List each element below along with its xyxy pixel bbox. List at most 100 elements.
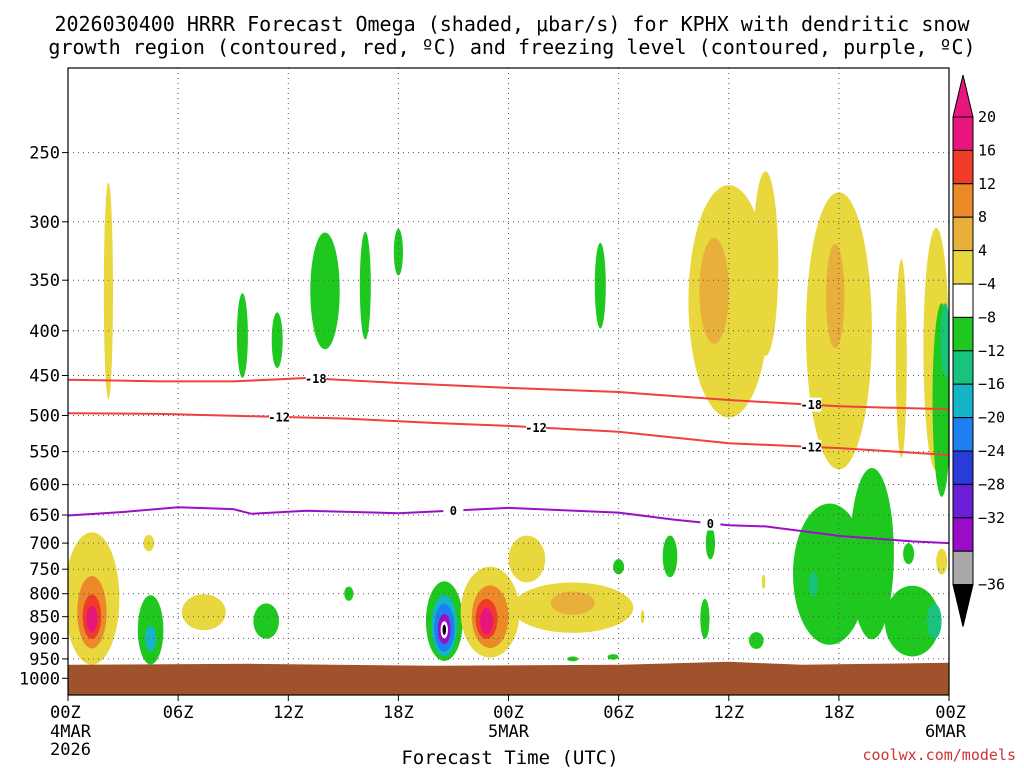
omega-region-24 bbox=[253, 603, 279, 639]
contour-label-isotherm-minus18-0: -18 bbox=[305, 372, 327, 386]
contour-label-isotherm-minus12-2: -12 bbox=[800, 440, 822, 454]
y-tick-950: 950 bbox=[29, 650, 60, 670]
omega-region-2 bbox=[271, 312, 283, 369]
omega-region-32 bbox=[508, 535, 546, 583]
contour-label-bg bbox=[801, 439, 822, 454]
colorbar-swatch-1 bbox=[952, 149, 974, 185]
colorbar-label-3: 8 bbox=[978, 208, 987, 226]
omega-region-48 bbox=[927, 603, 942, 639]
contour-isotherm-minus12 bbox=[68, 412, 949, 456]
x-date-24: 5MAR bbox=[488, 722, 530, 742]
omega-region-46 bbox=[808, 571, 818, 597]
omega-region-51 bbox=[761, 574, 766, 589]
x-year-0: 2026 bbox=[50, 740, 91, 760]
contour-label-bg bbox=[443, 503, 464, 518]
credit-text: coolwx.com/models bbox=[862, 746, 1016, 764]
omega-region-8 bbox=[699, 237, 729, 344]
colorbar-label-8: −16 bbox=[978, 375, 1005, 393]
x-tick-18: 18Z bbox=[383, 703, 414, 723]
y-tick-500: 500 bbox=[29, 407, 60, 427]
colorbar-label-2: 12 bbox=[978, 175, 996, 193]
colorbar-swatch-4 bbox=[952, 250, 974, 285]
colorbar-swatch-6 bbox=[952, 316, 974, 352]
y-tick-900: 900 bbox=[29, 629, 60, 649]
contour-label-bg bbox=[305, 371, 326, 386]
colorbar-label-13: −36 bbox=[978, 576, 1005, 594]
colorbar-label-7: −12 bbox=[978, 342, 1005, 360]
omega-region-15 bbox=[940, 303, 949, 378]
y-tick-700: 700 bbox=[29, 534, 60, 554]
y-tick-400: 400 bbox=[29, 322, 60, 342]
colorbar-swatch-0 bbox=[952, 116, 974, 151]
omega-region-38 bbox=[550, 591, 595, 615]
colorbar-min-triangle bbox=[952, 584, 974, 627]
x-tick-30: 06Z bbox=[603, 703, 634, 723]
y-tick-1000: 1000 bbox=[19, 669, 60, 689]
omega-region-37 bbox=[480, 607, 493, 635]
omega-region-6 bbox=[594, 242, 606, 329]
temperature-contours: -18 -18 -12 -12 -12 0 0 bbox=[68, 371, 949, 545]
omega-region-54 bbox=[567, 656, 579, 662]
colorbar-swatch-2 bbox=[952, 183, 974, 218]
x-date-48: 6MAR bbox=[925, 722, 967, 742]
terrain-band bbox=[68, 661, 949, 695]
colorbar-swatch-5 bbox=[952, 283, 974, 318]
x-tick-36: 12Z bbox=[713, 703, 744, 723]
x-tick-24: 00Z bbox=[493, 703, 524, 723]
y-tick-550: 550 bbox=[29, 443, 60, 463]
colorbar-label-12: −32 bbox=[978, 509, 1005, 527]
omega-region-43 bbox=[749, 632, 764, 649]
x-axis-label: Forecast Time (UTC) bbox=[401, 747, 618, 768]
omega-region-3 bbox=[310, 232, 340, 350]
colorbar-label-11: −28 bbox=[978, 475, 1005, 493]
colorbar-swatch-12 bbox=[952, 517, 974, 552]
omega-region-23 bbox=[181, 594, 226, 631]
colorbar-swatch-7 bbox=[952, 350, 974, 385]
omega-shading bbox=[68, 171, 949, 665]
contour-label-isotherm-minus18-1: -18 bbox=[800, 398, 822, 412]
terrain-surface bbox=[68, 661, 949, 695]
y-tick-650: 650 bbox=[29, 506, 60, 526]
colorbar-swatch-11 bbox=[952, 483, 974, 519]
chart-title-line2: growth region (contoured, red, ºC) and f… bbox=[48, 35, 975, 59]
omega-region-1 bbox=[236, 293, 248, 378]
omega-region-4 bbox=[359, 231, 371, 340]
y-tick-350: 350 bbox=[29, 271, 60, 291]
colorbar-label-5: −4 bbox=[978, 275, 996, 293]
y-tick-600: 600 bbox=[29, 476, 60, 496]
colorbar-label-0: 20 bbox=[978, 108, 996, 126]
colorbar-swatch-3 bbox=[952, 216, 974, 252]
contour-label-bg bbox=[700, 516, 721, 531]
y-axis: 2503003504004505005506006507007508008509… bbox=[19, 144, 68, 689]
omega-region-31 bbox=[442, 624, 447, 635]
omega-region-5 bbox=[393, 228, 403, 276]
colorbar-swatch-8 bbox=[952, 383, 974, 419]
colorbar: 20 16 12 8 4 −4 −8 −12 −16 −20 −24 −28 −32 −36 bbox=[952, 74, 1005, 627]
colorbar-label-1: 16 bbox=[978, 141, 996, 159]
omega-region-40 bbox=[613, 559, 625, 575]
y-tick-850: 850 bbox=[29, 608, 60, 628]
contour-label-bg bbox=[526, 420, 546, 435]
x-tick-12: 12Z bbox=[273, 703, 304, 723]
omega-region-0 bbox=[103, 182, 113, 400]
omega-region-52 bbox=[640, 610, 645, 624]
x-tick-42: 18Z bbox=[824, 703, 855, 723]
colorbar-label-6: −8 bbox=[978, 308, 996, 326]
contour-label-freezing-level-0: 0 bbox=[450, 504, 457, 518]
omega-region-42 bbox=[700, 598, 710, 639]
plot-gridlines bbox=[68, 68, 949, 695]
colorbar-max-triangle bbox=[952, 74, 974, 118]
contour-label-bg bbox=[269, 409, 290, 424]
contour-label-isotherm-minus12-1: -12 bbox=[525, 421, 547, 435]
contour-freezing-level bbox=[68, 506, 949, 545]
colorbar-label-10: −24 bbox=[978, 442, 1005, 460]
y-tick-450: 450 bbox=[29, 367, 60, 387]
y-tick-750: 750 bbox=[29, 560, 60, 580]
contour-label-isotherm-minus12-0: -12 bbox=[268, 410, 290, 424]
colorbar-label-4: 4 bbox=[978, 242, 987, 260]
contour-label-freezing-level-1: 0 bbox=[707, 517, 714, 531]
y-tick-250: 250 bbox=[29, 144, 60, 164]
omega-region-39 bbox=[662, 535, 678, 578]
